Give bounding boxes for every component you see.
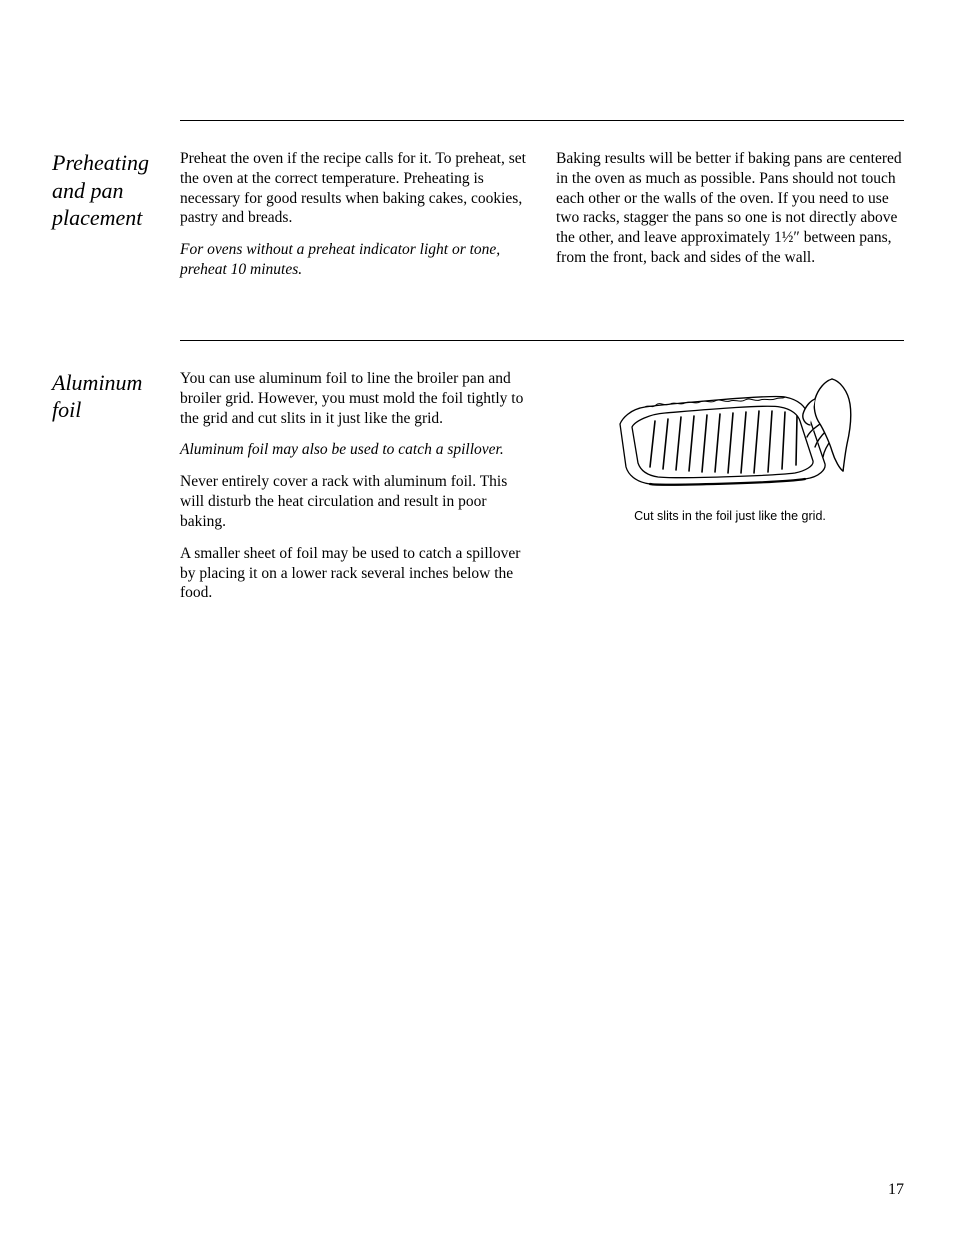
- page-number: 17: [888, 1181, 904, 1199]
- aluminum-p4: A smaller sheet of foil may be used to c…: [180, 544, 528, 603]
- manual-page: Preheating and pan placement Preheat the…: [0, 0, 954, 1235]
- aluminum-figure-col: Cut slits in the foil just like the grid…: [556, 369, 904, 615]
- preheating-right-p1: Baking results will be better if baking …: [556, 149, 904, 268]
- section-title-aluminum: Aluminum foil: [52, 369, 172, 424]
- section-preheating: Preheating and pan placement Preheat the…: [180, 120, 904, 292]
- preheating-right-col: Baking results will be better if baking …: [556, 149, 904, 292]
- section-title-preheating: Preheating and pan placement: [52, 149, 172, 232]
- foil-grid-illustration-icon: [600, 369, 860, 499]
- preheating-p2: For ovens without a preheat indicator li…: [180, 240, 528, 280]
- section-aluminum-foil: Aluminum foil You can use aluminum foil …: [180, 340, 904, 615]
- aluminum-columns: You can use aluminum foil to line the br…: [180, 369, 904, 615]
- preheating-left-col: Preheat the oven if the recipe calls for…: [180, 149, 528, 292]
- aluminum-p3: Never entirely cover a rack with aluminu…: [180, 472, 528, 531]
- aluminum-p2: Aluminum foil may also be used to catch …: [180, 440, 528, 460]
- preheating-p1: Preheat the oven if the recipe calls for…: [180, 149, 528, 228]
- aluminum-p1: You can use aluminum foil to line the br…: [180, 369, 528, 428]
- foil-figure-caption: Cut slits in the foil just like the grid…: [634, 509, 826, 523]
- aluminum-left-col: You can use aluminum foil to line the br…: [180, 369, 528, 615]
- preheating-columns: Preheat the oven if the recipe calls for…: [180, 149, 904, 292]
